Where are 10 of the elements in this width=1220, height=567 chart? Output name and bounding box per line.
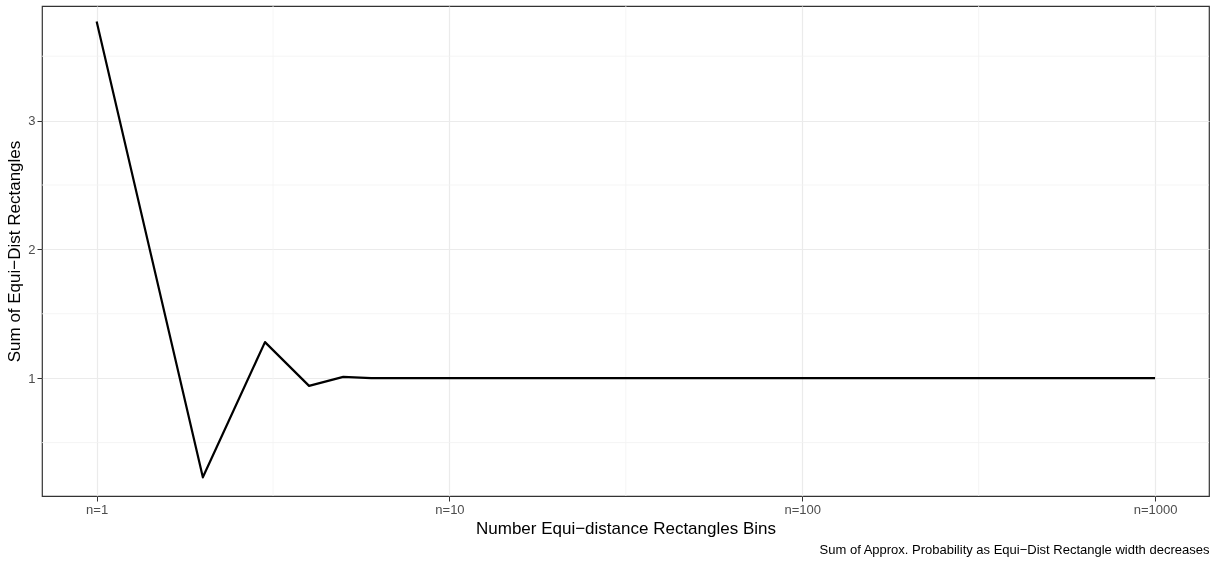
- x-tick-label: n=1000: [1133, 501, 1178, 517]
- x-tick-label: n=10: [435, 501, 465, 517]
- y-tick-label: 2: [28, 241, 36, 257]
- x-tick-label: n=100: [784, 501, 822, 517]
- y-tick-label: 1: [28, 370, 36, 386]
- y-axis-title: Sum of Equi−Dist Rectangles: [5, 140, 25, 363]
- x-tick-label: n=1: [86, 501, 109, 517]
- x-axis-title: Number Equi−distance Rectangles Bins: [475, 518, 777, 538]
- y-tick-label: 3: [28, 113, 36, 129]
- text: Sum of Approx. Probability as Equi−Dist Rectangle width decreases: [819, 542, 1210, 557]
